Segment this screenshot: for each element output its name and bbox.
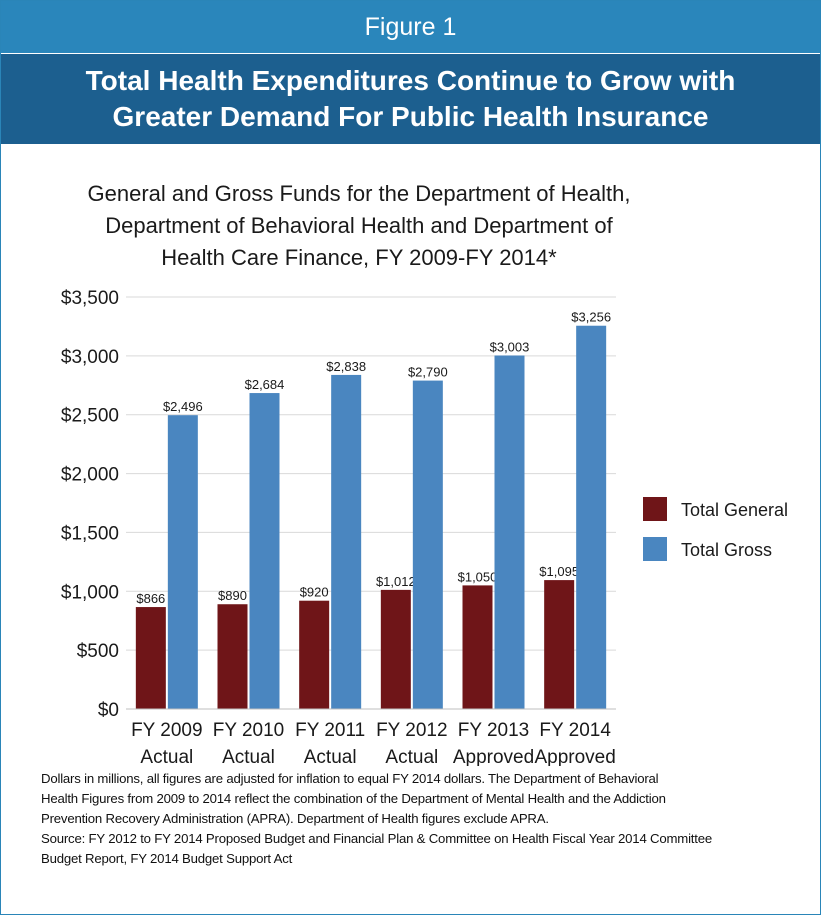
legend-label: Total General — [681, 500, 788, 520]
y-tick-label: $1,500 — [61, 523, 119, 544]
headline-line-1: Total Health Expenditures Continue to Gr… — [85, 65, 736, 96]
data-label: $3,256 — [571, 310, 611, 325]
data-label: $2,790 — [408, 365, 448, 380]
data-label: $1,012 — [376, 574, 416, 589]
y-tick-label: $1,000 — [61, 582, 119, 603]
y-tick-label: $0 — [98, 700, 119, 721]
x-tick-label: Actual — [385, 747, 438, 766]
x-tick-label: Approved — [534, 747, 615, 766]
chart-title-line: Health Care Finance, FY 2009-FY 2014* — [161, 245, 557, 270]
bar-total-gross — [249, 393, 280, 709]
bar-total-gross — [167, 415, 198, 709]
y-tick-label: $3,000 — [61, 347, 119, 368]
note-line: Prevention Recovery Administration (APRA… — [41, 811, 549, 826]
note-line: Health Figures from 2009 to 2014 reflect… — [41, 791, 666, 806]
data-label: $920 — [300, 585, 329, 600]
source-line: Budget Report, FY 2014 Budget Support Ac… — [41, 851, 293, 866]
chart-title-line: Department of Behavioral Health and Depa… — [105, 213, 613, 238]
bar-total-general — [462, 585, 493, 709]
chart-grid — [126, 296, 616, 651]
x-tick-label: Actual — [140, 747, 193, 766]
x-tick-label: FY 2010 — [213, 720, 284, 741]
data-label: $1,050 — [458, 569, 498, 584]
y-tick-label: $2,500 — [61, 406, 119, 427]
legend-swatch — [643, 537, 667, 561]
bar-total-general — [299, 600, 330, 709]
chart-title: General and Gross Funds for the Departme… — [88, 181, 631, 270]
y-tick-label: $500 — [77, 641, 119, 662]
chart-legend: Total General Total Gross — [643, 497, 788, 561]
x-tick-label: Approved — [453, 747, 534, 766]
data-label: $2,838 — [326, 359, 366, 374]
y-tick-label: $3,500 — [61, 288, 119, 309]
data-label: $890 — [218, 588, 247, 603]
bar-total-general — [544, 580, 575, 709]
x-tick-label: FY 2009 — [131, 720, 202, 741]
bar-total-general — [135, 607, 166, 709]
legend-swatch — [643, 497, 667, 521]
x-tick-label: FY 2013 — [458, 720, 529, 741]
y-tick-label: $2,000 — [61, 465, 119, 486]
data-label: $3,003 — [490, 340, 530, 355]
bar-total-general — [380, 589, 411, 709]
figure-label: Figure 1 — [1, 1, 820, 54]
data-label: $2,684 — [245, 377, 285, 392]
x-tick-label: Actual — [222, 747, 275, 766]
chart-notes: Dollars in millions, all figures are adj… — [41, 769, 811, 869]
x-tick-label: FY 2011 — [295, 720, 365, 741]
data-label: $2,496 — [163, 399, 203, 414]
bar-total-gross — [494, 355, 525, 709]
y-axis: $0 $500 $1,000 $1,500 $2,000 $2,500 $3,000 $3,5… — [61, 288, 119, 721]
x-tick-label: FY 2014 — [539, 720, 611, 741]
bar-chart: General and Gross Funds for the Departme… — [61, 181, 788, 766]
note-line: Dollars in millions, all figures are adj… — [41, 771, 659, 786]
legend-label: Total Gross — [681, 540, 772, 560]
data-label: $1,095 — [539, 564, 579, 579]
chart-title-line: General and Gross Funds for the Departme… — [88, 181, 631, 206]
headline-line-2: Greater Demand For Public Health Insuran… — [112, 101, 709, 132]
chart-bars: $866 $2,496 $890 $2,684 $920 $2,838 $1,012 $2,7… — [135, 310, 611, 709]
bar-total-gross — [412, 380, 443, 709]
figure-headline: Total Health Expenditures Continue to Gr… — [1, 54, 820, 144]
source-line: Source: FY 2012 to FY 2014 Proposed Budg… — [41, 831, 712, 846]
x-axis: FY 2009 Actual FY 2010 Actual FY 2011 Actual F… — [126, 708, 616, 766]
data-label: $866 — [136, 591, 165, 606]
x-tick-label: Actual — [304, 747, 357, 766]
bar-total-general — [217, 604, 248, 709]
bar-total-gross — [331, 374, 362, 709]
bar-total-gross — [576, 325, 607, 709]
x-tick-label: FY 2012 — [376, 720, 447, 741]
